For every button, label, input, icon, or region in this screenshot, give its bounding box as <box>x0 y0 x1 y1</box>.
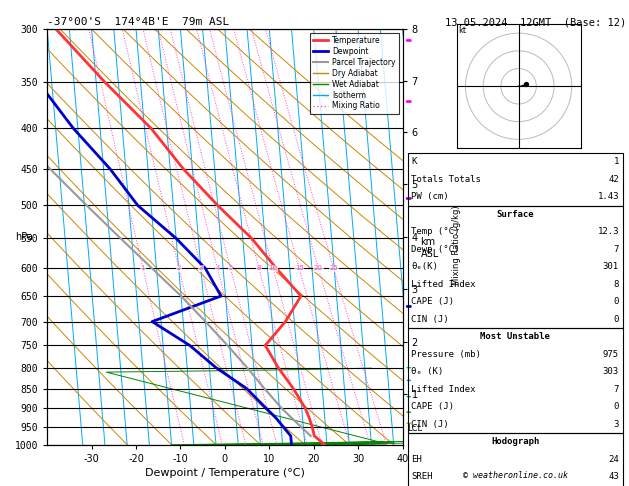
Text: 15: 15 <box>295 265 304 271</box>
Text: 1: 1 <box>613 157 619 166</box>
Text: -37°00'S  174°4B'E  79m ASL: -37°00'S 174°4B'E 79m ASL <box>47 17 230 27</box>
Text: hPa: hPa <box>15 232 33 242</box>
Text: Temp (°C): Temp (°C) <box>411 227 460 236</box>
Text: 5: 5 <box>228 265 233 271</box>
Text: θₑ(K): θₑ(K) <box>411 262 438 271</box>
Text: PW (cm): PW (cm) <box>411 192 449 201</box>
Text: 975: 975 <box>603 350 619 359</box>
Text: 8: 8 <box>257 265 261 271</box>
Text: 7: 7 <box>613 245 619 254</box>
Text: 303: 303 <box>603 367 619 376</box>
Text: 25: 25 <box>329 265 338 271</box>
Text: CIN (J): CIN (J) <box>411 420 449 429</box>
Y-axis label: km
ASL: km ASL <box>421 237 439 259</box>
Text: 1.43: 1.43 <box>598 192 619 201</box>
X-axis label: Dewpoint / Temperature (°C): Dewpoint / Temperature (°C) <box>145 468 305 478</box>
Text: 20: 20 <box>314 265 323 271</box>
Text: Lifted Index: Lifted Index <box>411 385 476 394</box>
Text: 12.3: 12.3 <box>598 227 619 236</box>
Point <box>521 81 531 88</box>
Text: 3: 3 <box>613 420 619 429</box>
Text: 7: 7 <box>613 385 619 394</box>
Text: Dewp (°C): Dewp (°C) <box>411 245 460 254</box>
Text: Most Unstable: Most Unstable <box>480 332 550 341</box>
Text: 10: 10 <box>269 265 277 271</box>
Text: CIN (J): CIN (J) <box>411 315 449 324</box>
Text: kt: kt <box>459 26 467 35</box>
Text: CAPE (J): CAPE (J) <box>411 402 454 411</box>
Text: 8: 8 <box>613 280 619 289</box>
Text: 1: 1 <box>141 265 145 271</box>
Text: Mixing Ratio (g/kg): Mixing Ratio (g/kg) <box>452 206 461 285</box>
Text: LCL: LCL <box>407 424 422 434</box>
Bar <box>408 206 623 328</box>
Text: 3: 3 <box>199 265 203 271</box>
Bar <box>408 433 623 486</box>
Text: K: K <box>411 157 417 166</box>
Text: 13.05.2024  12GMT  (Base: 12): 13.05.2024 12GMT (Base: 12) <box>445 17 626 27</box>
Text: Pressure (mb): Pressure (mb) <box>411 350 481 359</box>
Text: CAPE (J): CAPE (J) <box>411 297 454 306</box>
Text: Surface: Surface <box>496 210 534 219</box>
Text: 301: 301 <box>603 262 619 271</box>
Text: © weatheronline.co.uk: © weatheronline.co.uk <box>463 471 567 480</box>
Text: 0: 0 <box>613 297 619 306</box>
Text: 0: 0 <box>613 402 619 411</box>
Text: 42: 42 <box>608 175 619 184</box>
Text: 0: 0 <box>613 315 619 324</box>
Text: 2: 2 <box>177 265 181 271</box>
Text: θₑ (K): θₑ (K) <box>411 367 443 376</box>
Legend: Temperature, Dewpoint, Parcel Trajectory, Dry Adiabat, Wet Adiabat, Isotherm, Mi: Temperature, Dewpoint, Parcel Trajectory… <box>310 33 399 114</box>
Text: Hodograph: Hodograph <box>491 437 539 446</box>
Text: SREH: SREH <box>411 472 433 481</box>
Text: 4: 4 <box>215 265 220 271</box>
Bar <box>408 153 623 206</box>
Text: 43: 43 <box>608 472 619 481</box>
Bar <box>408 328 623 433</box>
Text: 24: 24 <box>608 455 619 464</box>
Text: Lifted Index: Lifted Index <box>411 280 476 289</box>
Text: Totals Totals: Totals Totals <box>411 175 481 184</box>
Text: EH: EH <box>411 455 422 464</box>
